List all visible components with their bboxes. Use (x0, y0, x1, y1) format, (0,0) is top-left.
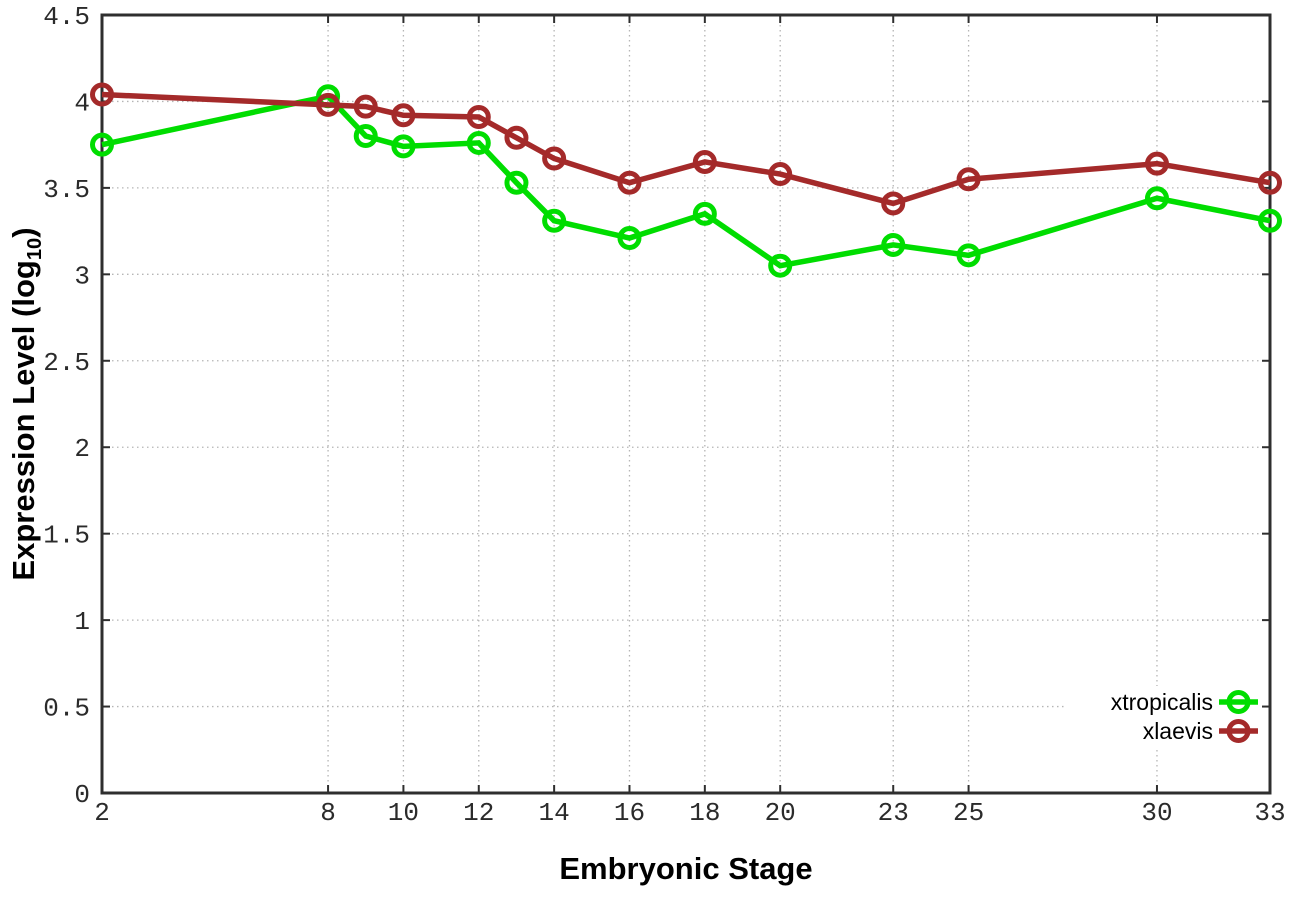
y-tick-label: 0.5 (43, 694, 90, 724)
x-axis-title: Embryonic Stage (559, 851, 813, 886)
data-point-xtropicalis-stage-10 (391, 134, 416, 159)
data-point-xtropicalis-stage-12 (466, 130, 491, 155)
x-tick-label: 33 (1254, 798, 1285, 828)
x-tick-label: 8 (320, 798, 336, 828)
y-tick-label: 3 (74, 261, 90, 291)
data-point-xlaevis-stage-16 (617, 170, 642, 195)
series-line-xtropicalis (101, 93, 1271, 269)
data-point-xlaevis-stage-18 (692, 149, 717, 174)
data-point-xlaevis-stage-10 (391, 103, 416, 128)
series-xlaevis (90, 82, 1282, 216)
x-tick-label: 16 (614, 798, 645, 828)
data-point-xlaevis-stage-20 (768, 162, 793, 187)
y-tick-label: 1 (74, 607, 90, 637)
y-tick-label: 2.5 (43, 348, 90, 378)
legend-item-xlaevis: xlaevis (0, 717, 1213, 746)
x-tick-label: 20 (765, 798, 796, 828)
data-point-xtropicalis-stage-2 (90, 132, 114, 157)
data-point-xtropicalis-stage-23 (881, 232, 906, 257)
data-point-xtropicalis-stage-25 (956, 243, 981, 268)
legend-item-xtropicalis: xtropicalis (0, 688, 1213, 717)
y-axis-title-text: Expression Level (log (6, 260, 41, 581)
y-axis-title-close: ) (6, 227, 41, 238)
data-point-xtropicalis-stage-33 (1258, 208, 1282, 233)
legend-sample-xlaevis (1219, 719, 1258, 743)
y-tick-label: 1.5 (43, 521, 90, 551)
x-tick-label: 14 (539, 798, 570, 828)
x-tick-label: 18 (689, 798, 720, 828)
data-point-xlaevis-stage-30 (1144, 151, 1169, 176)
x-tick-labels: 2 8 10 12 14 16 18 20 23 25 30 33 (94, 798, 1285, 828)
y-axis-title-subscript: 10 (24, 237, 47, 261)
y-axis-title: Expression Level (log10) (4, 34, 47, 774)
data-point-xlaevis-stage-33 (1258, 170, 1282, 195)
data-point-xtropicalis-stage-30 (1144, 186, 1169, 211)
data-point-xlaevis-stage-23 (881, 191, 906, 216)
legend-sample-xtropicalis (1219, 690, 1258, 714)
x-tick-label: 12 (463, 798, 494, 828)
y-tick-label: 2 (74, 434, 90, 464)
data-point-xtropicalis-stage-13 (504, 170, 529, 195)
data-point-xlaevis-stage-9 (353, 94, 378, 119)
data-point-xlaevis-stage-25 (956, 167, 981, 192)
data-point-xlaevis-stage-8 (316, 92, 341, 117)
data-point-xlaevis-stage-2 (90, 82, 114, 107)
data-point-xlaevis-stage-14 (542, 146, 567, 171)
legend: xtropicalis xlaevis (0, 688, 1213, 746)
x-tick-label: 30 (1141, 798, 1172, 828)
y-tick-label: 0 (74, 780, 90, 810)
y-tick-labels: 0 0.5 1 1.5 2 2.5 3 3.5 4 4.5 (43, 2, 90, 810)
data-point-xlaevis-stage-12 (466, 105, 491, 130)
y-tick-label: 4 (74, 88, 90, 118)
data-point-xtropicalis-stage-16 (617, 226, 642, 251)
data-point-xtropicalis-stage-14 (542, 208, 567, 233)
y-tick-label: 4.5 (43, 2, 90, 32)
y-tick-label: 3.5 (43, 175, 90, 205)
x-tick-label: 10 (388, 798, 419, 828)
plot-border (100, 13, 1272, 795)
data-point-xtropicalis-stage-18 (692, 201, 717, 226)
data-point-xlaevis-stage-13 (504, 125, 529, 150)
x-tick-label: 2 (94, 798, 110, 828)
data-point-xtropicalis-stage-9 (353, 124, 378, 149)
series-line-xlaevis (101, 91, 1271, 207)
axis-ticks (101, 14, 1271, 794)
data-point-xtropicalis-stage-20 (768, 253, 793, 278)
series-xtropicalis (90, 84, 1282, 278)
legend-label: xtropicalis (1110, 689, 1213, 715)
x-tick-label: 25 (953, 798, 984, 828)
x-tick-label: 23 (878, 798, 909, 828)
grid-layer (101, 14, 1271, 794)
legend-label: xlaevis (1142, 718, 1213, 744)
